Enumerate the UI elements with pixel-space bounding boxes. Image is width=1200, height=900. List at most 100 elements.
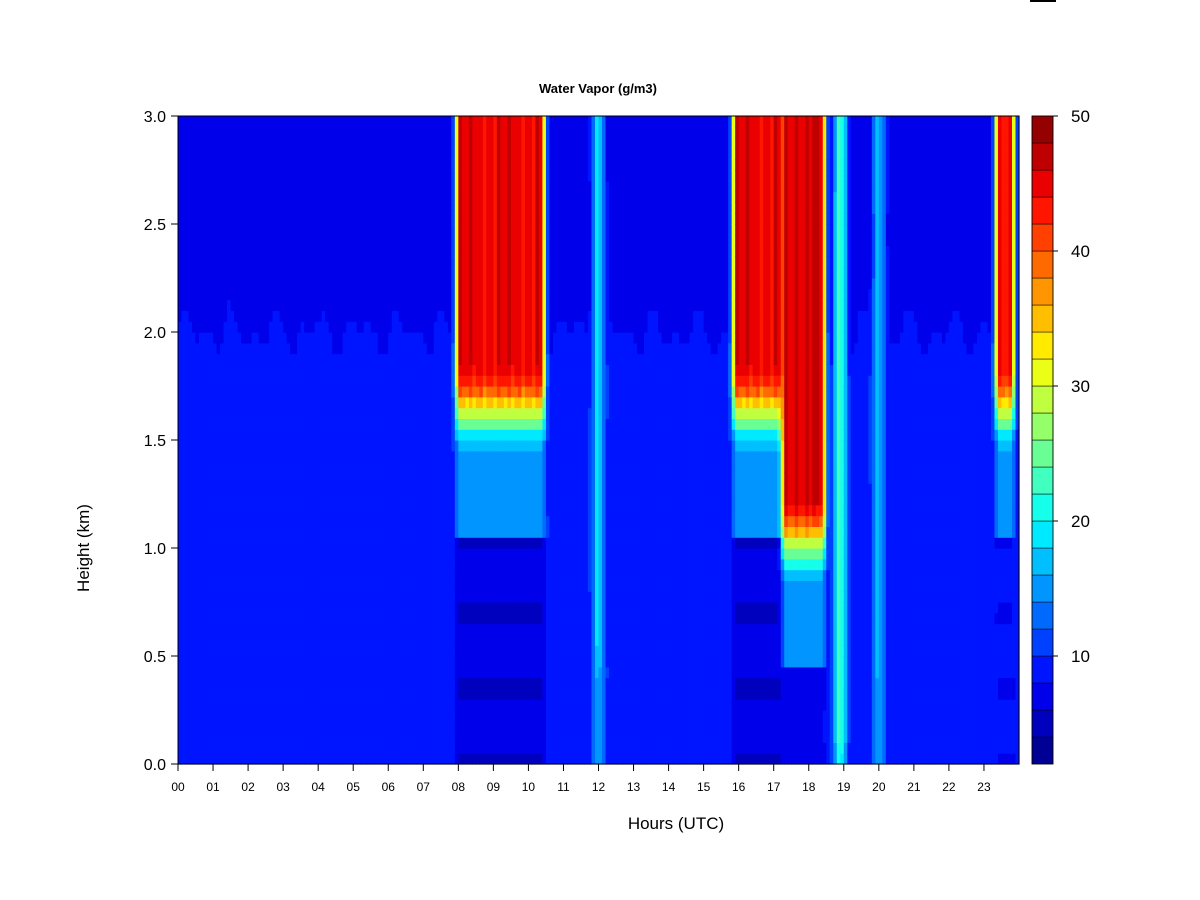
heatmap-cell	[416, 299, 421, 311]
heatmap-cell	[433, 688, 438, 700]
heatmap-cell	[185, 515, 190, 527]
heatmap-cell	[300, 699, 305, 711]
heatmap-cell	[398, 537, 403, 549]
heatmap-cell	[335, 278, 340, 290]
heatmap-cell	[297, 504, 302, 517]
heatmap-cell	[430, 375, 435, 387]
heatmap-cell	[311, 170, 316, 182]
heatmap-cell	[178, 742, 183, 754]
heatmap-cell	[223, 515, 228, 527]
heatmap-cell	[426, 483, 431, 495]
heatmap-cell	[440, 353, 445, 365]
heatmap-cell	[353, 267, 358, 279]
heatmap-cell	[391, 170, 396, 182]
heatmap-cell	[465, 494, 470, 506]
heatmap-cell	[265, 710, 270, 722]
heatmap-cell	[269, 159, 274, 171]
heatmap-cell	[304, 688, 309, 700]
heatmap-cell	[412, 699, 417, 711]
heatmap-cell	[332, 504, 337, 517]
heatmap-cell	[262, 688, 267, 700]
heatmap-cell	[244, 116, 249, 128]
heatmap-cell	[458, 558, 463, 571]
heatmap-cell	[444, 245, 449, 257]
heatmap-cell	[293, 742, 298, 754]
heatmap-cell	[293, 472, 298, 484]
heatmap-cell	[360, 342, 365, 355]
heatmap-cell	[304, 634, 309, 646]
heatmap-cell	[307, 450, 312, 463]
heatmap-cell	[258, 288, 263, 301]
heatmap-cell	[374, 634, 379, 646]
heatmap-cell	[328, 267, 333, 279]
heatmap-cell	[209, 310, 214, 322]
heatmap-cell	[223, 483, 228, 495]
heatmap-cell	[202, 710, 207, 722]
heatmap-cell	[307, 418, 312, 430]
heatmap-cell	[251, 483, 256, 495]
heatmap-cell	[332, 483, 337, 495]
heatmap-cell	[258, 666, 263, 679]
heatmap-cell	[405, 645, 410, 657]
heatmap-cell	[307, 386, 312, 398]
heatmap-cell	[265, 191, 270, 203]
heatmap-cell	[328, 202, 333, 214]
heatmap-cell	[328, 677, 333, 689]
heatmap-cell	[230, 310, 235, 322]
heatmap-cell	[265, 332, 270, 344]
heatmap-cell	[279, 753, 284, 765]
heatmap-cell	[458, 245, 463, 257]
heatmap-cell	[181, 278, 186, 290]
heatmap-cell	[461, 126, 466, 139]
heatmap-cell	[293, 213, 298, 225]
heatmap-cell	[220, 461, 225, 473]
heatmap-cell	[416, 332, 421, 344]
heatmap-cell	[363, 753, 368, 765]
heatmap-cell	[465, 645, 470, 657]
heatmap-cell	[465, 364, 470, 376]
heatmap-cell	[356, 504, 361, 517]
heatmap-cell	[332, 116, 337, 128]
heatmap-cell	[353, 526, 358, 538]
heatmap-cell	[244, 245, 249, 257]
heatmap-cell	[437, 440, 442, 452]
heatmap-cell	[405, 332, 410, 344]
heatmap-cell	[437, 504, 442, 517]
heatmap-cell	[262, 321, 267, 333]
heatmap-cell	[405, 148, 410, 160]
heatmap-cell	[367, 213, 372, 225]
heatmap-cell	[181, 504, 186, 517]
heatmap-cell	[311, 645, 316, 657]
heatmap-cell	[381, 634, 386, 646]
heatmap-cell	[461, 526, 466, 538]
heatmap-cell	[283, 396, 288, 409]
heatmap-cell	[409, 548, 414, 560]
heatmap-cell	[395, 364, 400, 376]
heatmap-cell	[248, 515, 253, 527]
heatmap-cell	[328, 407, 333, 419]
heatmap-cell	[223, 234, 228, 247]
heatmap-cell	[286, 159, 291, 171]
heatmap-cell	[244, 710, 249, 722]
heatmap-cell	[195, 364, 200, 376]
heatmap-cell	[244, 342, 249, 355]
heatmap-cell	[409, 148, 414, 160]
heatmap-cell	[251, 321, 256, 333]
heatmap-cell	[426, 526, 431, 538]
heatmap-cell	[391, 720, 396, 733]
heatmap-cell	[465, 159, 470, 171]
heatmap-cell	[398, 602, 403, 614]
heatmap-cell	[258, 677, 263, 689]
heatmap-cell	[178, 288, 183, 301]
heatmap-cell	[272, 407, 277, 419]
heatmap-cell	[360, 288, 365, 301]
heatmap-cell	[374, 278, 379, 290]
heatmap-cell	[290, 116, 295, 128]
heatmap-cell	[384, 688, 389, 700]
heatmap-cell	[314, 515, 319, 527]
heatmap-cell	[290, 450, 295, 463]
heatmap-cell	[216, 699, 221, 711]
heatmap-cell	[181, 353, 186, 365]
heatmap-cell	[433, 288, 438, 301]
heatmap-cell	[454, 126, 459, 139]
